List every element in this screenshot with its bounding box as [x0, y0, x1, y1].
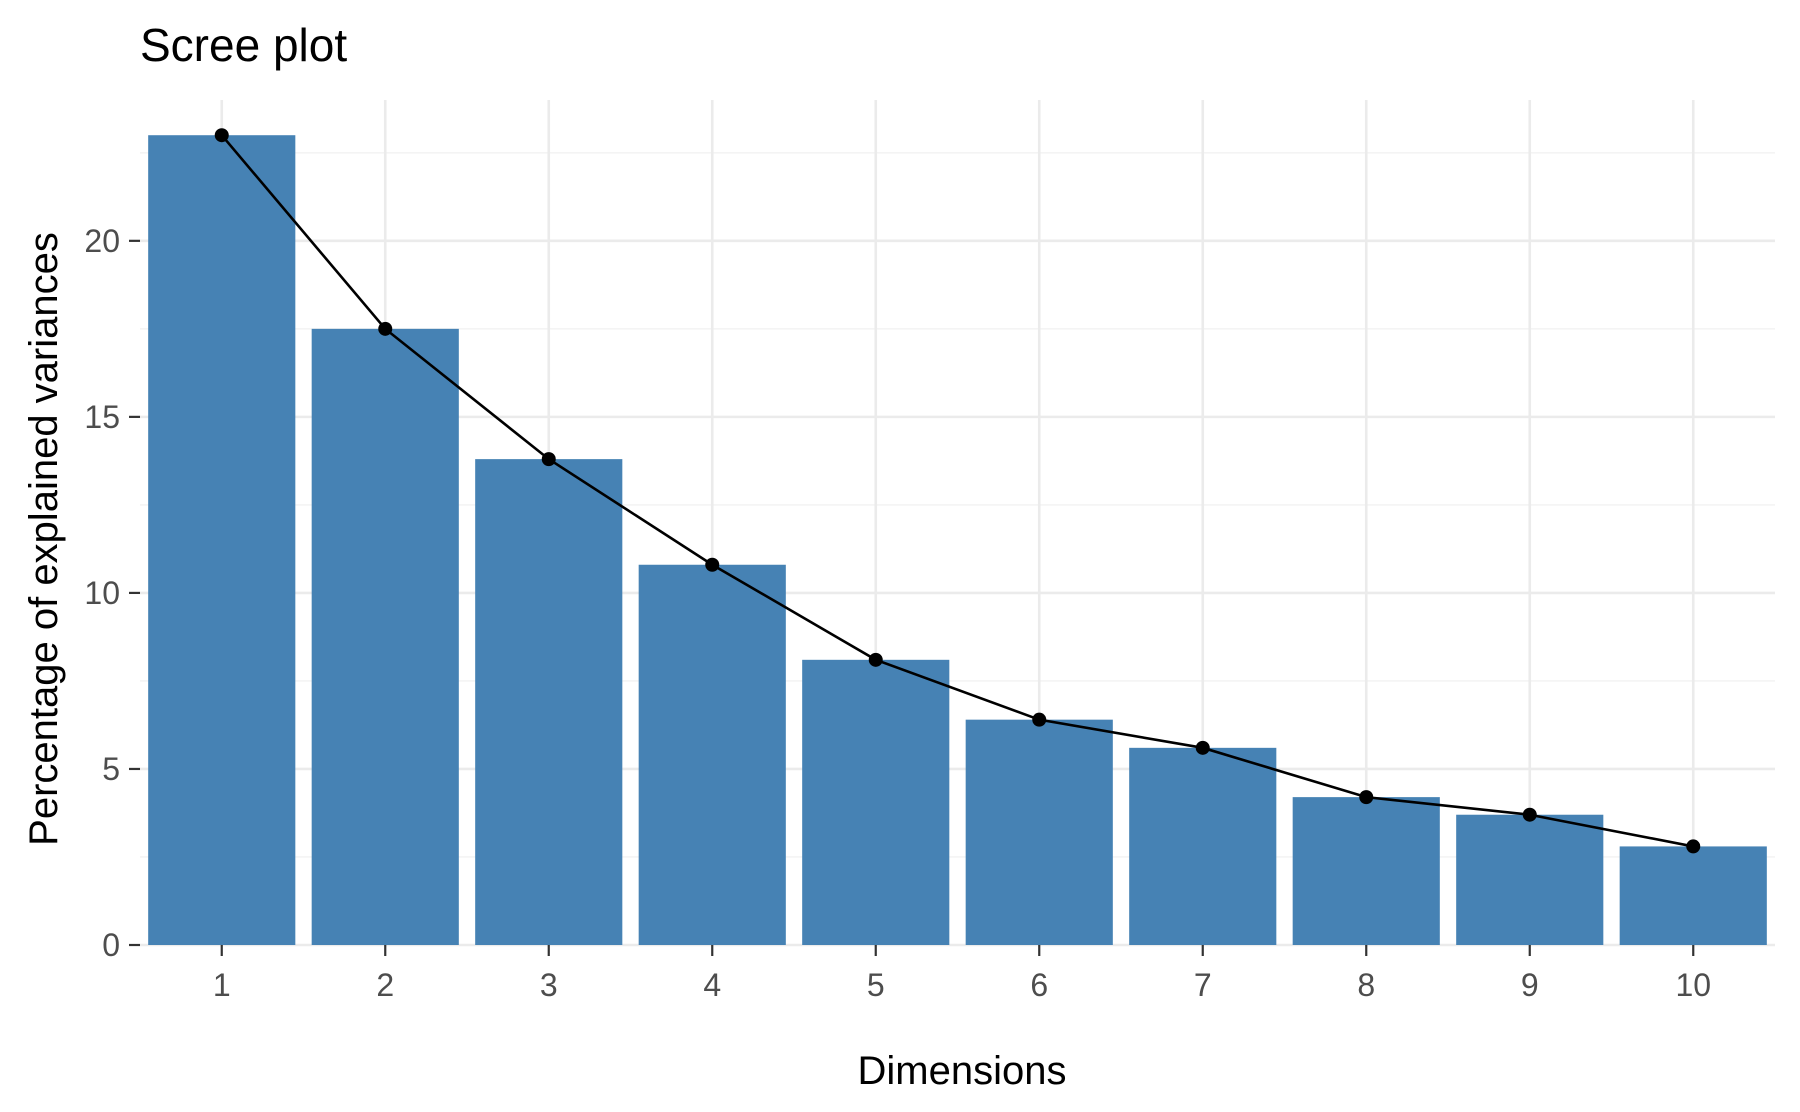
point-dim-3: [541, 452, 556, 467]
point-dim-5: [868, 652, 883, 667]
variance-line: [220, 134, 1694, 848]
x-tick-label: 10: [1675, 967, 1711, 1003]
y-tick-label: 15: [84, 399, 120, 435]
bar-dim-10: [1619, 846, 1767, 945]
axis-layer: 0 5 10 15 20 1 2 3 4 5 6 7 8 9 10: [84, 223, 1711, 1003]
y-tick-label: 0: [102, 927, 120, 963]
x-tick-label: 7: [1194, 967, 1212, 1003]
bar-layer: [148, 135, 1767, 946]
line-layer: [214, 128, 1701, 854]
chart-title: Scree plot: [140, 19, 347, 71]
bar-dim-4: [638, 564, 786, 945]
bar-dim-5: [802, 659, 950, 945]
point-dim-2: [378, 321, 393, 336]
bar-dim-6: [965, 719, 1113, 945]
point-dim-8: [1359, 790, 1374, 805]
bar-dim-7: [1129, 747, 1277, 945]
bar-dim-3: [475, 459, 623, 945]
x-tick-label: 2: [376, 967, 394, 1003]
y-tick-label: 20: [84, 223, 120, 259]
point-dim-1: [214, 128, 229, 143]
x-tick-label: 3: [540, 967, 558, 1003]
x-tick-label: 4: [703, 967, 721, 1003]
x-tick-label: 1: [213, 967, 231, 1003]
bar-dim-1: [148, 135, 296, 946]
point-dim-9: [1522, 807, 1537, 822]
point-dim-7: [1195, 740, 1210, 755]
x-tick-label: 8: [1357, 967, 1375, 1003]
bar-dim-2: [311, 328, 459, 946]
point-dim-10: [1686, 839, 1701, 854]
point-dim-4: [705, 557, 720, 572]
point-dim-6: [1032, 712, 1047, 727]
y-axis-title: Percentage of explained variances: [22, 232, 66, 846]
y-tick-label: 10: [84, 575, 120, 611]
bar-dim-8: [1292, 797, 1440, 945]
x-tick-label: 9: [1521, 967, 1539, 1003]
x-tick-label: 5: [867, 967, 885, 1003]
bar-dim-9: [1456, 814, 1604, 945]
x-axis-title: Dimensions: [858, 1049, 1067, 1093]
x-tick-label: 6: [1030, 967, 1048, 1003]
y-tick-label: 5: [102, 751, 120, 787]
